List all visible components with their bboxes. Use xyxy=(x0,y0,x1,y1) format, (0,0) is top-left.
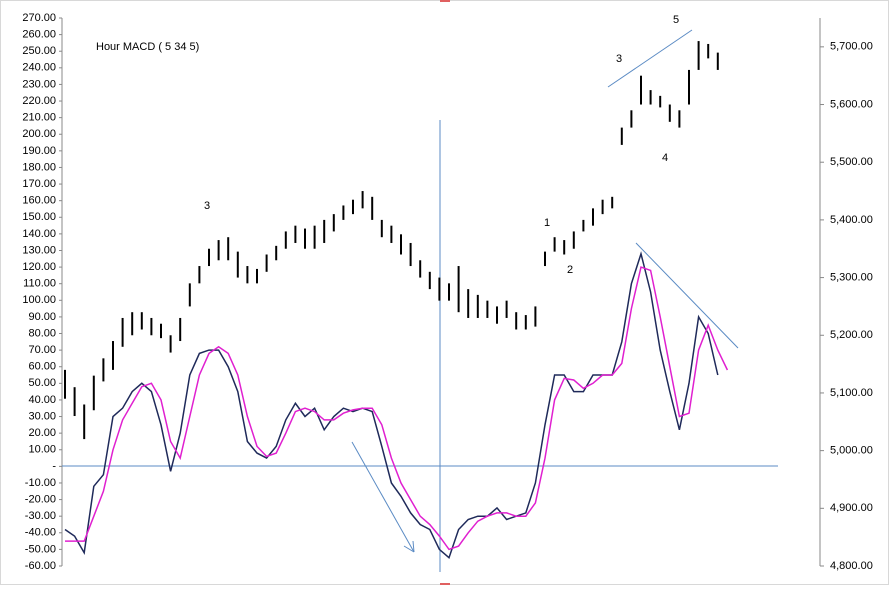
y2-tick-label: 5,300.00 xyxy=(830,271,873,283)
handle xyxy=(440,583,450,585)
y-tick-label: 140.00 xyxy=(22,228,56,240)
y-tick-label: 260.00 xyxy=(22,29,56,41)
y-tick-label: 10.00 xyxy=(28,444,56,456)
y-tick-label: 90.00 xyxy=(28,311,56,323)
y-tick-label: 120.00 xyxy=(22,261,56,273)
y-tick-label: 80.00 xyxy=(28,327,56,339)
handle xyxy=(440,0,450,2)
chart-title: Hour MACD ( 5 34 5) xyxy=(96,41,199,53)
y-tick-label: -20.00 xyxy=(25,493,56,505)
y-tick-label: -60.00 xyxy=(25,560,56,572)
y-tick-label: 200.00 xyxy=(22,128,56,140)
y-tick-label: - xyxy=(52,460,56,472)
wave-label: 3 xyxy=(616,53,622,65)
y-tick-label: 30.00 xyxy=(28,410,56,422)
wave-label: 3 xyxy=(204,200,210,212)
series-line xyxy=(65,266,729,551)
y-tick-label: 180.00 xyxy=(22,161,56,173)
y2-tick-label: 5,700.00 xyxy=(830,41,873,53)
wave-label: 2 xyxy=(567,264,573,276)
wave-label: 1 xyxy=(544,217,550,229)
wave-label: 4 xyxy=(662,152,668,164)
trend-line xyxy=(635,242,739,349)
y-tick-label: -40.00 xyxy=(25,527,56,539)
y-tick-label: 150.00 xyxy=(22,211,56,223)
y2-tick-label: 4,800.00 xyxy=(830,560,873,572)
y-tick-label: 110.00 xyxy=(23,278,56,290)
y2-tick-label: 5,000.00 xyxy=(830,445,873,457)
y2-tick-label: 5,600.00 xyxy=(830,98,873,110)
y-tick-label: -30.00 xyxy=(25,510,56,522)
y-tick-label: 170.00 xyxy=(22,178,56,190)
y-tick-label: -10.00 xyxy=(25,477,56,489)
y-tick-label: 250.00 xyxy=(22,45,56,57)
y-tick-label: 160.00 xyxy=(22,195,56,207)
y2-tick-label: 5,200.00 xyxy=(830,329,873,341)
y-tick-label: 40.00 xyxy=(28,394,56,406)
arrow xyxy=(351,441,415,553)
y-tick-label: 20.00 xyxy=(28,427,56,439)
y2-tick-label: 5,500.00 xyxy=(830,156,873,168)
y-tick-label: 70.00 xyxy=(28,344,56,356)
y2-tick-label: 5,100.00 xyxy=(830,387,873,399)
y-tick-label: 240.00 xyxy=(22,62,56,74)
wave-label: 5 xyxy=(673,14,679,26)
y-tick-label: 210.00 xyxy=(22,112,56,124)
y-tick-label: 270.00 xyxy=(22,12,56,24)
y-tick-label: 130.00 xyxy=(22,244,56,256)
y-tick-label: 230.00 xyxy=(22,78,56,90)
trend-line xyxy=(607,29,693,88)
y-tick-label: 50.00 xyxy=(28,377,56,389)
y-tick-label: 190.00 xyxy=(22,145,56,157)
y-tick-label: 220.00 xyxy=(22,95,56,107)
y-tick-label: 60.00 xyxy=(28,361,56,373)
y2-tick-label: 5,400.00 xyxy=(830,214,873,226)
y-tick-label: 100.00 xyxy=(22,294,56,306)
y2-tick-label: 4,900.00 xyxy=(830,502,873,514)
arrow-head xyxy=(403,540,415,553)
y-tick-label: -50.00 xyxy=(25,543,56,555)
